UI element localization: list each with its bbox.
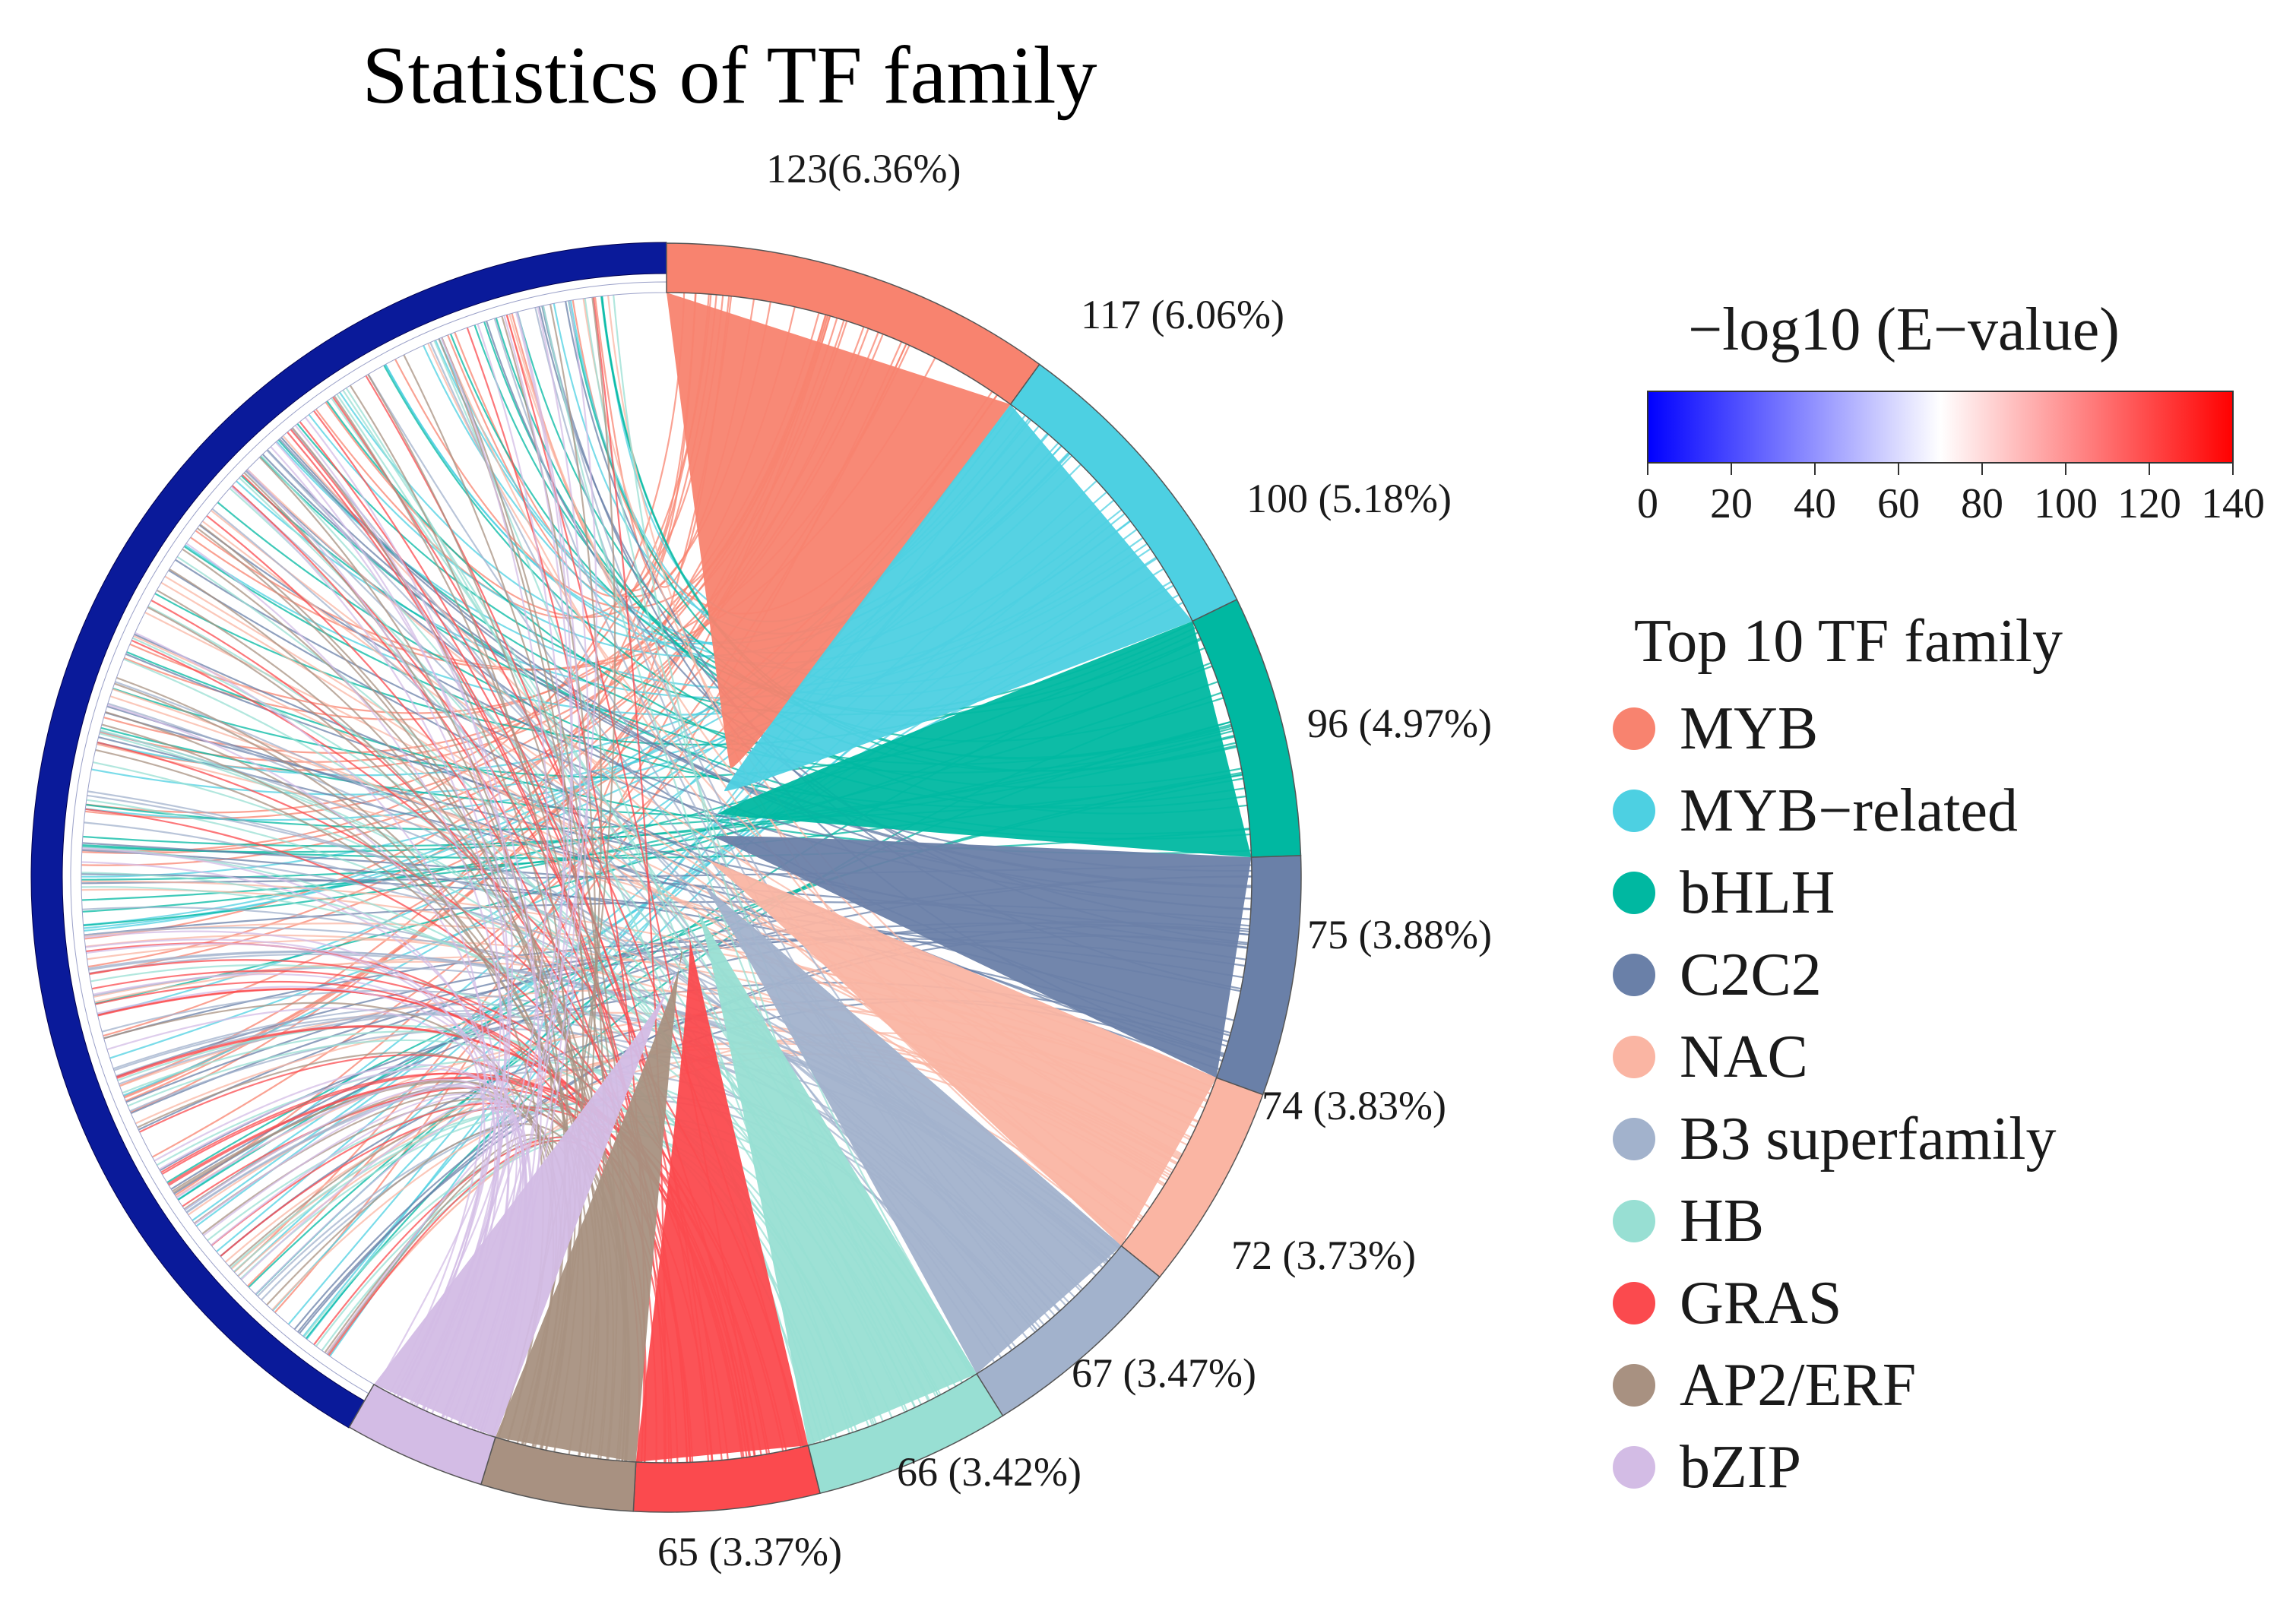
- colorbar-tick-label-3: 60: [1877, 480, 1920, 527]
- chord-line-9: [410, 312, 573, 1405]
- segment-label-7: 67 (3.47%): [1072, 1350, 1256, 1396]
- chart-title: Statistics of TF family: [363, 30, 1097, 121]
- segment-label-8: 66 (3.42%): [897, 1449, 1081, 1495]
- colorbar-tick-label-7: 140: [2201, 480, 2265, 527]
- legend-swatch-7: [1613, 1282, 1655, 1324]
- colorbar-tick-label-0: 0: [1637, 480, 1658, 527]
- chord-line-0: [85, 294, 712, 814]
- legend-swatch-2: [1613, 872, 1655, 914]
- segment-arc-9: [348, 1383, 496, 1486]
- legend-swatch-9: [1613, 1446, 1655, 1489]
- legend-label-2: bHLH: [1680, 859, 1835, 926]
- chord-line-8: [103, 1002, 555, 1446]
- segment-labels: 123(6.36%) 117 (6.06%) 100 (5.18%) 96 (4.97…: [657, 146, 1492, 1574]
- chord-ribbon-3: [711, 836, 1252, 1078]
- chord-ribbon-7: [635, 927, 809, 1462]
- legend-label-5: B3 superfamily: [1680, 1106, 2056, 1173]
- chord-ribbon-2: [717, 621, 1252, 858]
- legend-label-3: C2C2: [1680, 942, 1822, 1008]
- chord-ribbon-1: [724, 404, 1193, 792]
- segment-label-1: 117 (6.06%): [1081, 292, 1284, 337]
- segment-label-3: 96 (4.97%): [1307, 701, 1492, 746]
- legend-label-4: NAC: [1680, 1024, 1808, 1090]
- chord-line-9: [230, 486, 502, 1398]
- chord-line-3: [168, 569, 1223, 1062]
- chord-ribbon-8: [495, 950, 682, 1462]
- chord-ribbon-9: [374, 973, 676, 1438]
- legend-swatch-6: [1613, 1200, 1655, 1242]
- legend-title: Top 10 TF family: [1634, 608, 2063, 675]
- chord-ribbon-4: [705, 859, 1217, 1246]
- chord-line-6: [81, 846, 833, 1440]
- segment-label-0: 123(6.36%): [766, 146, 961, 191]
- colorbar-title: −log10 (E−value): [1688, 296, 2120, 363]
- chord-links: [81, 293, 1253, 1464]
- segment-label-6: 72 (3.73%): [1231, 1233, 1416, 1278]
- ring-other-families: [30, 242, 667, 1429]
- legend-label-9: bZIP: [1680, 1434, 1801, 1501]
- legend-swatch-5: [1613, 1118, 1655, 1160]
- segment-label-2: 100 (5.18%): [1246, 476, 1452, 521]
- colorbar-tick-label-5: 100: [2034, 480, 2098, 527]
- legend-label-0: MYB: [1680, 695, 1818, 762]
- segment-label-9: 65 (3.37%): [657, 1529, 842, 1574]
- legend-label-8: AP2/ERF: [1680, 1352, 1916, 1419]
- chord-line-9: [240, 1101, 496, 1387]
- colorbar-ticks: 0 20 40 60 80 100 120 140: [1637, 463, 2265, 527]
- colorbar-gradient: [1647, 391, 2234, 464]
- chord-line-3: [297, 999, 1227, 1333]
- chord-line-9: [274, 441, 509, 1400]
- colorbar-tick-label-4: 80: [1961, 480, 2003, 527]
- chord-line-9: [135, 631, 486, 1394]
- segment-label-5: 74 (3.83%): [1262, 1083, 1446, 1128]
- colorbar-tick-label-6: 120: [2117, 480, 2181, 527]
- legend-label-6: HB: [1680, 1188, 1764, 1255]
- legend-label-1: MYB−related: [1680, 777, 2018, 844]
- legend-items: MYB MYB−related bHLH C2C2 NAC B3 superfamily H…: [1613, 695, 2056, 1501]
- legend-swatch-8: [1613, 1364, 1655, 1407]
- legend-swatch-3: [1613, 954, 1655, 996]
- chord-ribbon-6: [693, 904, 977, 1446]
- legend-swatch-4: [1613, 1036, 1655, 1078]
- segment-label-4: 75 (3.88%): [1307, 912, 1492, 957]
- legend-swatch-1: [1613, 790, 1655, 832]
- chord-ribbon-5: [699, 881, 1122, 1374]
- legend: Top 10 TF family MYB MYB−related bHLH C2C2 N…: [1613, 608, 2063, 1501]
- chord-ribbon-0: [667, 293, 1011, 769]
- colorbar-tick-label-1: 20: [1710, 480, 1753, 527]
- chord-line-0: [119, 293, 710, 1087]
- segment-arcs: [348, 242, 1302, 1513]
- chord-line-4: [441, 337, 1127, 1241]
- legend-label-7: GRAS: [1680, 1270, 1842, 1337]
- colorbar-tick-label-2: 40: [1794, 480, 1836, 527]
- colorbar: −log10 (E−value) 0 20 40 60 80 100 120 140: [1637, 296, 2265, 527]
- chord-line-6: [584, 298, 977, 1375]
- legend-swatch-0: [1613, 707, 1655, 750]
